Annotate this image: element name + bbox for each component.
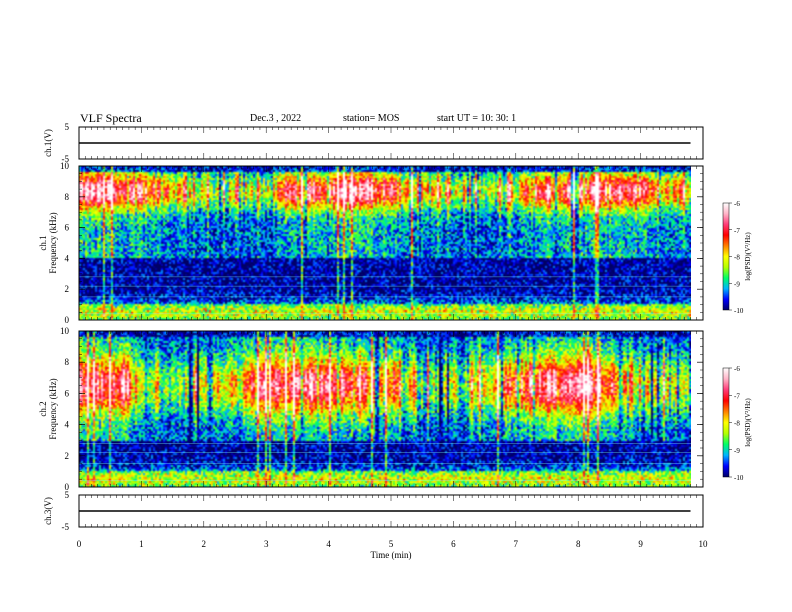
ch1-spectrogram-ytick-label: 8 (65, 192, 70, 202)
ch3-waveform-ytick-label: -5 (62, 522, 70, 532)
xaxis-tick-label: 2 (202, 539, 207, 549)
ch1-spectrogram-ytick-label: 10 (60, 161, 70, 171)
ch1-waveform-ytick-label: 5 (65, 122, 70, 132)
xaxis-tick-label: 5 (389, 539, 394, 549)
colorbar-tick-label: -7 (734, 227, 740, 235)
ch1-spectrogram-ytick-label: 6 (65, 223, 70, 233)
station-label: station= MOS (343, 113, 400, 124)
date-label: Dec.3 , 2022 (250, 113, 302, 124)
ch1-waveform-ylabel: ch.1(V) (43, 129, 53, 157)
ch1-spectrogram-ytick-label: 2 (65, 284, 70, 294)
ch1-waveform-ytick-label: -5 (62, 154, 70, 164)
colorbar-label: log(PSD)(V²/Hz) (744, 398, 752, 447)
ch2-spectrogram-image (79, 331, 691, 487)
ch1-spectrogram-ylabel: ch.1Frequency (kHz) (38, 212, 58, 273)
xaxis-label: Time (min) (371, 550, 412, 560)
xaxis-tick-label: 10 (699, 539, 709, 549)
ch2-spectrogram-ytick-label: 8 (65, 357, 70, 367)
xaxis-tick-label: 3 (264, 539, 269, 549)
ch3-waveform-ytick-label: 5 (65, 490, 70, 500)
xaxis-tick-label: 0 (77, 539, 82, 549)
xaxis-tick-label: 7 (514, 539, 519, 549)
ch2-spectrogram-ytick-label: 10 (60, 326, 70, 336)
ch2-spectrogram-ylabel: ch.2Frequency (kHz) (38, 378, 58, 439)
ch3-waveform-ylabel: ch.3(V) (43, 497, 53, 525)
xaxis-tick-label: 9 (638, 539, 643, 549)
colorbar-tick-label: -8 (734, 254, 740, 262)
ch2-spectrogram-ytick-label: 2 (65, 451, 70, 461)
colorbar-tick-label: -8 (734, 420, 740, 428)
ch2-spectrogram-ytick-label: 6 (65, 388, 70, 398)
xaxis-tick-label: 1 (139, 539, 144, 549)
colorbar-tick-label: -9 (734, 447, 740, 455)
ch2-spectrogram-ytick-label: 0 (65, 482, 70, 492)
xaxis-tick-label: 4 (326, 539, 331, 549)
xaxis-tick-label: 6 (451, 539, 456, 549)
start-time-label: start UT = 10: 30: 1 (437, 113, 517, 124)
ch1-spectrogram-image (79, 166, 691, 320)
ch1-spectrogram-ytick-label: 4 (65, 253, 70, 263)
xaxis-tick-label: 8 (576, 539, 581, 549)
colorbar-tick-label: -6 (734, 200, 740, 208)
ch2-spectrogram-ytick-label: 4 (65, 420, 70, 430)
colorbar-label: log(PSD)(V²/Hz) (744, 232, 752, 281)
colorbar-2 (722, 367, 730, 478)
colorbar-tick-label: -7 (734, 392, 740, 400)
ch1-spectrogram-ytick-label: 0 (65, 315, 70, 325)
colorbar-tick-label: -10 (734, 307, 744, 315)
colorbar-tick-label: -6 (734, 365, 740, 373)
chart-title: VLF Spectra (80, 111, 142, 125)
colorbar-1 (722, 202, 730, 311)
colorbar-tick-label: -9 (734, 280, 740, 288)
colorbar-tick-label: -10 (734, 474, 744, 482)
